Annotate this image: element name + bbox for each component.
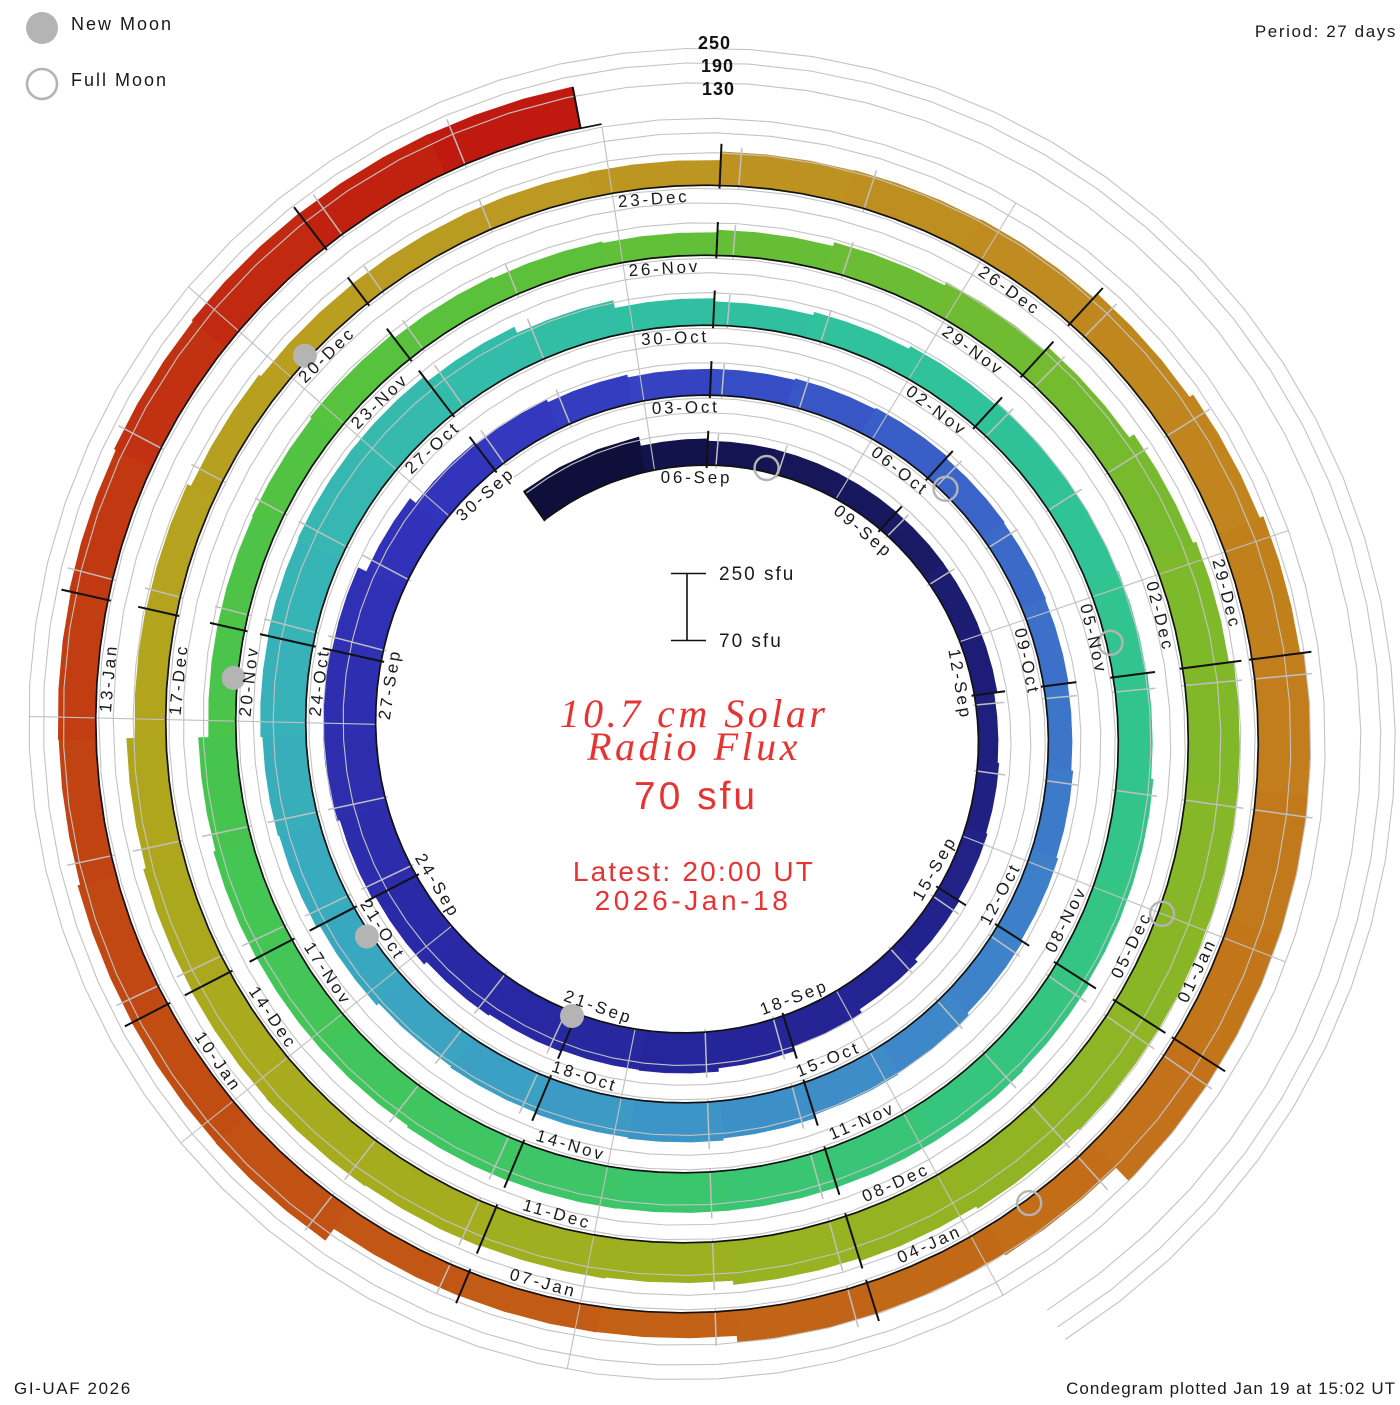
svg-text:Full Moon: Full Moon xyxy=(71,70,168,90)
svg-text:70 sfu: 70 sfu xyxy=(719,631,783,652)
svg-text:03-Oct: 03-Oct xyxy=(652,397,720,418)
svg-text:250 sfu: 250 sfu xyxy=(719,564,795,585)
svg-text:190: 190 xyxy=(701,56,734,76)
svg-text:New Moon: New Moon xyxy=(71,14,173,34)
svg-text:GI-UAF 2026: GI-UAF 2026 xyxy=(14,1379,132,1398)
svg-text:Condegram plotted Jan 19 at 15: Condegram plotted Jan 19 at 15:02 UT xyxy=(1066,1379,1396,1398)
svg-text:2026-Jan-18: 2026-Jan-18 xyxy=(595,885,792,916)
svg-text:130: 130 xyxy=(702,79,735,99)
svg-text:30-Oct: 30-Oct xyxy=(641,327,710,349)
svg-text:Latest: 20:00 UT: Latest: 20:00 UT xyxy=(573,856,815,887)
svg-text:26-Nov: 26-Nov xyxy=(628,257,701,281)
svg-text:Radio Flux: Radio Flux xyxy=(586,724,801,769)
svg-text:250: 250 xyxy=(698,33,731,53)
svg-text:Period: 27 days: Period: 27 days xyxy=(1255,22,1397,41)
svg-text:70 sfu: 70 sfu xyxy=(634,775,758,818)
svg-text:06-Sep: 06-Sep xyxy=(661,468,733,487)
svg-text:10.7 cm Solar: 10.7 cm Solar xyxy=(560,691,829,736)
